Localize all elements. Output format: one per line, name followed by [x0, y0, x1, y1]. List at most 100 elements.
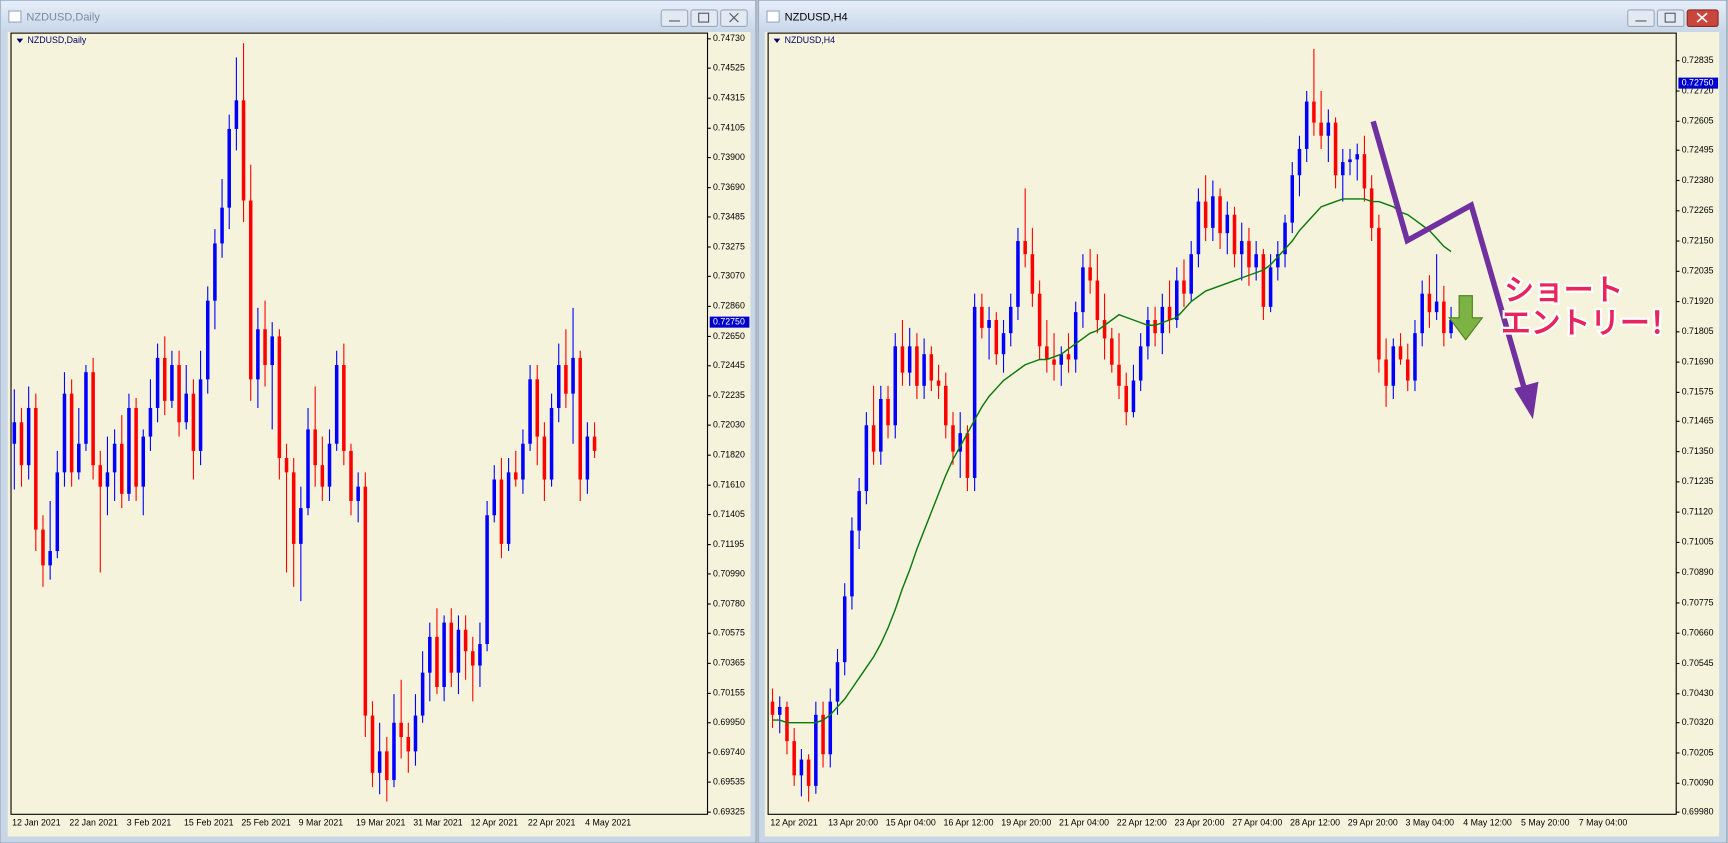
candle-body [1001, 333, 1006, 355]
restore-button[interactable] [690, 9, 718, 28]
candle-body [1304, 101, 1309, 149]
y-tick-label: 0.72495 [1682, 145, 1714, 155]
candle-body [1283, 222, 1287, 255]
y-tick-label: 0.72235 [713, 390, 745, 400]
candle-body [850, 530, 854, 597]
candle-body [571, 357, 575, 394]
candle-body [1427, 293, 1432, 313]
x-tick-label: 3 Feb 2021 [127, 817, 172, 827]
candle-body [1211, 196, 1215, 228]
candle-body [1434, 301, 1439, 313]
candle-body [592, 436, 597, 451]
candle-body [1319, 122, 1323, 136]
candle-body [1341, 162, 1345, 176]
candle-body [170, 365, 174, 401]
candle-body [542, 436, 547, 480]
candle-body [349, 450, 353, 501]
candle-body [1239, 241, 1244, 255]
x-tick-label: 22 Apr 2021 [528, 817, 576, 827]
candle-body [428, 636, 432, 673]
chart-label: NZDUSD,Daily [28, 35, 87, 45]
candle-body [842, 596, 847, 663]
candle-body [420, 672, 425, 716]
candle-body [463, 629, 468, 652]
candle-body [1110, 338, 1114, 365]
minimize-button[interactable] [1627, 9, 1655, 28]
y-tick-label: 0.71005 [1682, 537, 1714, 547]
candle-body [770, 701, 775, 715]
candle-body [556, 365, 561, 408]
candle-body [69, 393, 74, 473]
candle-body [564, 365, 568, 394]
candle-body [499, 479, 504, 544]
candle-body [1333, 122, 1338, 176]
candle-body [1030, 254, 1035, 294]
current-price-label: 0.72750 [1682, 77, 1714, 87]
candle-body [1066, 354, 1071, 360]
candle-body [1081, 267, 1085, 313]
candle-body [456, 629, 461, 673]
candle-body [1203, 201, 1208, 228]
candle-body [256, 329, 260, 380]
candle-body [1391, 346, 1396, 386]
candle-body [972, 306, 977, 478]
candle-body [478, 644, 482, 666]
candle-body [915, 346, 919, 386]
candle-body [313, 429, 317, 466]
candle-body [342, 365, 346, 451]
candle-body [1088, 267, 1092, 281]
candle-body [184, 393, 189, 423]
candle-body [922, 354, 926, 386]
candle-body [377, 751, 382, 773]
candle-body [1405, 359, 1410, 381]
candle-body [785, 706, 789, 742]
zigzag-arrow [1370, 120, 1531, 401]
candle-body [893, 346, 898, 426]
candle-body [1182, 280, 1186, 294]
restore-button[interactable] [1656, 9, 1685, 28]
minimize-button[interactable] [660, 9, 689, 28]
y-tick-label: 0.71465 [1682, 416, 1714, 426]
candle-body [521, 443, 525, 480]
candle-body [799, 759, 804, 776]
candle-body [241, 100, 246, 201]
window-title: NZDUSD,H4 [785, 12, 848, 24]
candle-body [306, 429, 310, 509]
y-tick-label: 0.73690 [713, 182, 745, 192]
candle-body [965, 433, 970, 478]
y-tick-label: 0.72380 [1682, 175, 1714, 185]
candle-body [277, 336, 282, 459]
candle-body [1442, 301, 1446, 334]
candle-body [907, 346, 912, 373]
candle-body [327, 443, 332, 487]
candle-body [191, 393, 196, 451]
y-tick-label: 0.70575 [713, 628, 745, 638]
window-icon [766, 10, 780, 23]
candle-body [1059, 354, 1064, 365]
x-tick-label: 4 May 12:00 [1463, 817, 1512, 827]
candle-body [1008, 306, 1013, 334]
candle-body [806, 759, 811, 786]
candle-body [1268, 267, 1273, 307]
candle-body [91, 372, 95, 466]
x-tick-label: 25 Feb 2021 [241, 817, 291, 827]
candle-body [385, 751, 389, 780]
candle-body [1153, 320, 1157, 334]
candle-body [936, 380, 941, 386]
candle-body [1167, 306, 1172, 321]
y-tick-label: 0.69980 [1682, 807, 1714, 817]
candle-body [492, 479, 497, 516]
x-tick-label: 19 Mar 2021 [356, 817, 406, 827]
x-tick-label: 9 Mar 2021 [299, 817, 344, 827]
window-h4: NZDUSD,H4 NZDUSD,H4 0.72835 0.72720 0.7260… [757, 0, 1728, 843]
candle-body [1398, 346, 1403, 360]
close-glyph [1696, 12, 1708, 23]
y-tick-label: 0.69740 [713, 747, 745, 757]
candle-body [84, 372, 88, 444]
y-tick-label: 0.70545 [1682, 658, 1714, 668]
y-tick-label: 0.71805 [1682, 326, 1714, 336]
x-tick-label: 12 Apr 2021 [471, 817, 519, 827]
candle-body [1377, 227, 1381, 360]
y-tick-label: 0.69325 [713, 806, 745, 816]
